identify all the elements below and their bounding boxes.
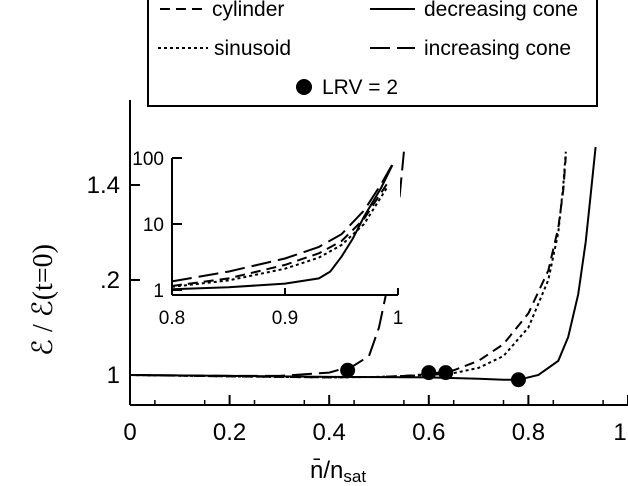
- legend-label: LRV = 2: [322, 76, 398, 99]
- x-tick-label: 0.4: [313, 419, 346, 446]
- x-tick-label: 0.6: [412, 419, 445, 446]
- inset-series-line-increasing-cone: [171, 163, 394, 283]
- inset-series-line-cylinder: [171, 183, 388, 287]
- marker-group: [340, 362, 526, 388]
- inset-background: [170, 152, 400, 295]
- inset-x-tick-label: 1: [393, 308, 404, 329]
- inset-chart: 0.8 0.9 1 1 10 100: [132, 149, 403, 329]
- legend-label: sinusoid: [214, 37, 291, 60]
- series-line-cylinder: [129, 156, 567, 379]
- inset-series-line-decreasing-cone: [171, 164, 394, 291]
- x-tick-label: 1: [613, 419, 626, 446]
- inset-y-tick-label: 10: [143, 215, 164, 236]
- legend-box: [147, 0, 598, 107]
- series-line-sinusoid: [129, 151, 567, 379]
- x-axis-label: n̄/nsat: [310, 457, 366, 486]
- y-tick-label: 1.4: [87, 172, 120, 199]
- lrv-marker: [510, 372, 526, 388]
- x-tick-label: 0: [123, 419, 136, 446]
- legend-label: cylinder: [212, 0, 284, 21]
- lrv-marker: [421, 365, 437, 381]
- inset-y-tick-label: 100: [132, 149, 164, 170]
- legend: cylinder decreasing cone sinusoid increasin…: [147, 0, 598, 107]
- x-tick-label: 0.8: [512, 419, 545, 446]
- x-tick-label: 0.2: [213, 419, 246, 446]
- inset-series-line-sinusoid: [171, 187, 388, 288]
- legend-label: increasing cone: [424, 37, 571, 60]
- y-axis-label: ℰ / ℰ(t=0): [28, 244, 59, 356]
- y-tick-label: .2: [100, 267, 120, 294]
- legend-marker-lrv: [296, 79, 312, 95]
- lrv-marker: [340, 362, 356, 378]
- inset-x-tick-label: 0.8: [159, 308, 185, 329]
- y-tick-label: 1: [107, 362, 120, 389]
- inset-x-tick-label: 0.9: [272, 308, 298, 329]
- legend-label: decreasing cone: [424, 0, 578, 21]
- inset-y-tick-label: 1: [153, 281, 164, 302]
- lrv-marker: [438, 365, 454, 381]
